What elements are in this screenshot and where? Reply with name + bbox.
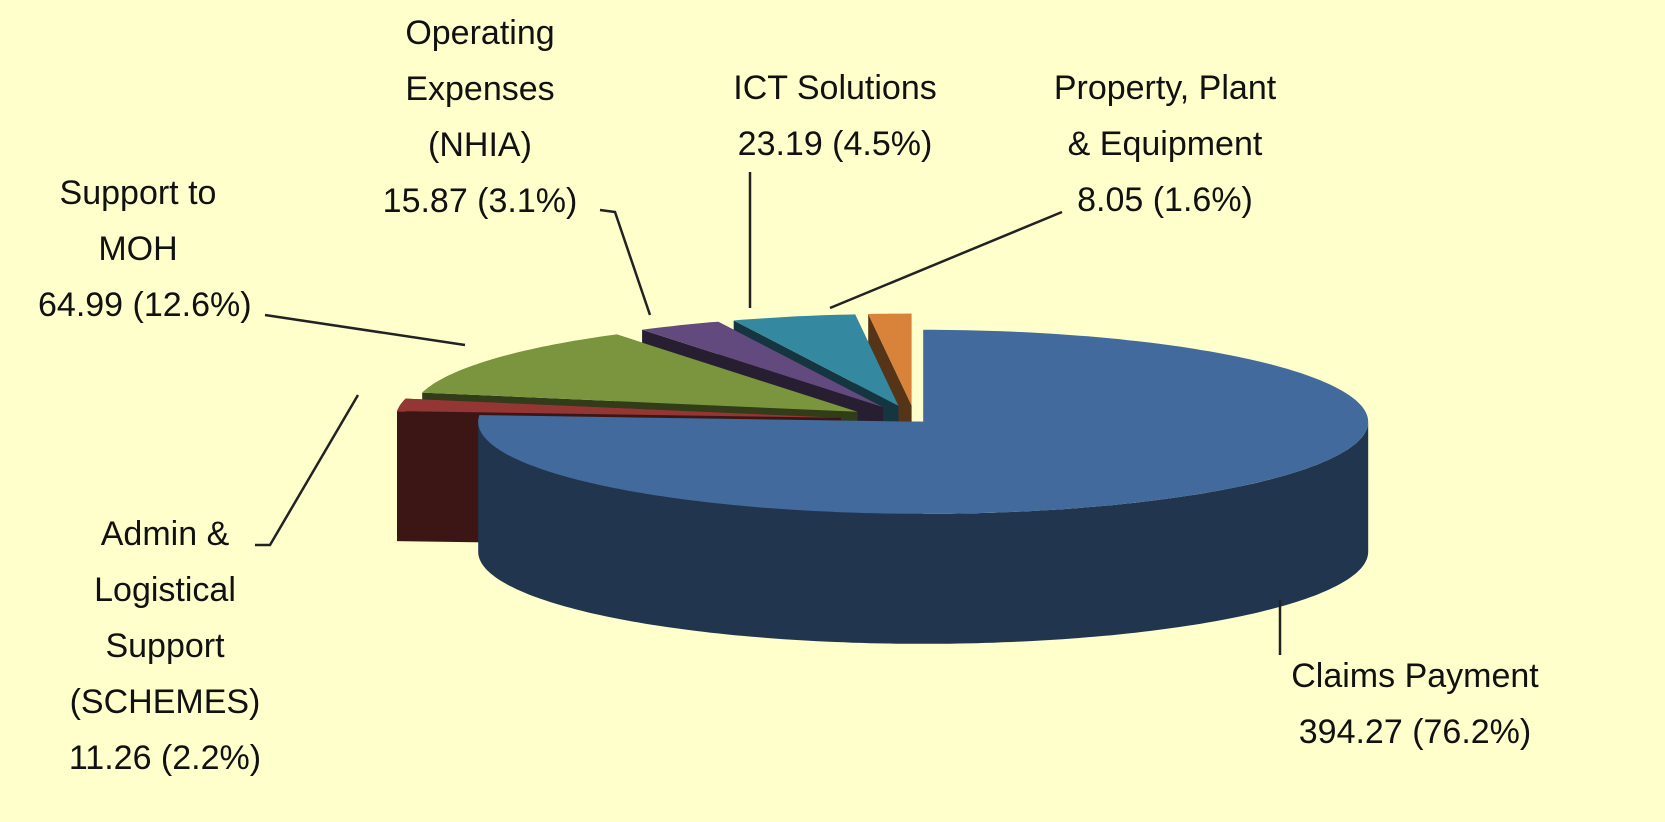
slice [733, 314, 899, 406]
data-label: ICT Solutions 23.19 (4.5%) [700, 60, 970, 172]
value-label: 11.26 (2.2%) [68, 739, 262, 777]
slice [868, 313, 912, 406]
slice [422, 334, 858, 412]
slice-side [478, 421, 1369, 644]
category-label: ICT Solutions [733, 69, 937, 107]
leader-line [264, 313, 466, 347]
value-label: 64.99 (12.6%) [38, 286, 252, 324]
slices [397, 313, 1369, 644]
data-label: Admin & Logistical Support (SCHEMES) 11.2… [50, 506, 280, 786]
data-label: Operating Expenses (NHIA) 15.87 (3.1%) [380, 5, 580, 229]
data-label: Claims Payment 394.27 (76.2%) [1255, 648, 1575, 760]
value-label: 8.05 (1.6%) [1077, 181, 1253, 219]
slice [642, 321, 883, 408]
category-label: Claims Payment [1291, 657, 1539, 695]
value-label: 23.19 (4.5%) [737, 125, 933, 163]
leader-line [829, 210, 1063, 310]
leader-line [599, 208, 652, 316]
value-label: 15.87 (3.1%) [382, 182, 578, 220]
slice [397, 398, 841, 418]
category-label: Support to MOH [59, 174, 217, 268]
data-label: Support to MOH 64.99 (12.6%) [38, 165, 252, 333]
category-label: Operating Expenses (NHIA) [405, 14, 555, 164]
slice [478, 329, 1369, 514]
leader-line [255, 394, 360, 547]
leader-lines [255, 172, 1282, 655]
data-label: Property, Plant & Equipment 8.05 (1.6%) [1040, 60, 1290, 228]
category-label: Property, Plant & Equipment [1053, 69, 1277, 163]
value-label: 394.27 (76.2%) [1298, 713, 1532, 751]
category-label: Admin & Logistical Support (SCHEMES) [69, 515, 261, 721]
